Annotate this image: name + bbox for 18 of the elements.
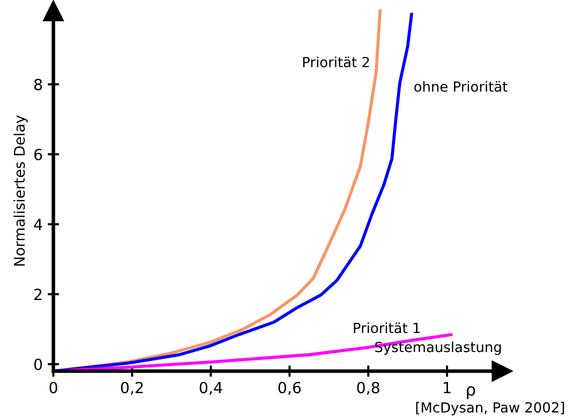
x-tick-label: 0 xyxy=(50,382,58,394)
series-label: Priorität 1 xyxy=(354,322,420,334)
x-tick-label: 0,2 xyxy=(120,382,143,395)
annotation: Systemauslastung xyxy=(375,341,501,355)
x-axis-title: ρ xyxy=(466,386,476,400)
x-tick-label: 0,4 xyxy=(200,382,222,395)
series-label: ohne Priorität xyxy=(414,81,508,92)
x-tick-label: 0,6 xyxy=(278,382,301,395)
y-tick-label: 4 xyxy=(34,218,42,230)
y-tick-label: 6 xyxy=(34,148,42,160)
y-tick-label: 0 xyxy=(34,358,42,370)
y-tick-label: 8 xyxy=(34,78,42,90)
text: [McDysan, Paw 2002] xyxy=(416,402,564,416)
x-tick-label: 1 xyxy=(444,382,450,394)
series-label: Priorität 2 xyxy=(303,56,369,68)
x-tick-label: 0,8 xyxy=(357,382,380,395)
y-tick-label: 2 xyxy=(34,288,42,300)
y-axis-title: Normalisiertes Delay xyxy=(14,115,28,266)
